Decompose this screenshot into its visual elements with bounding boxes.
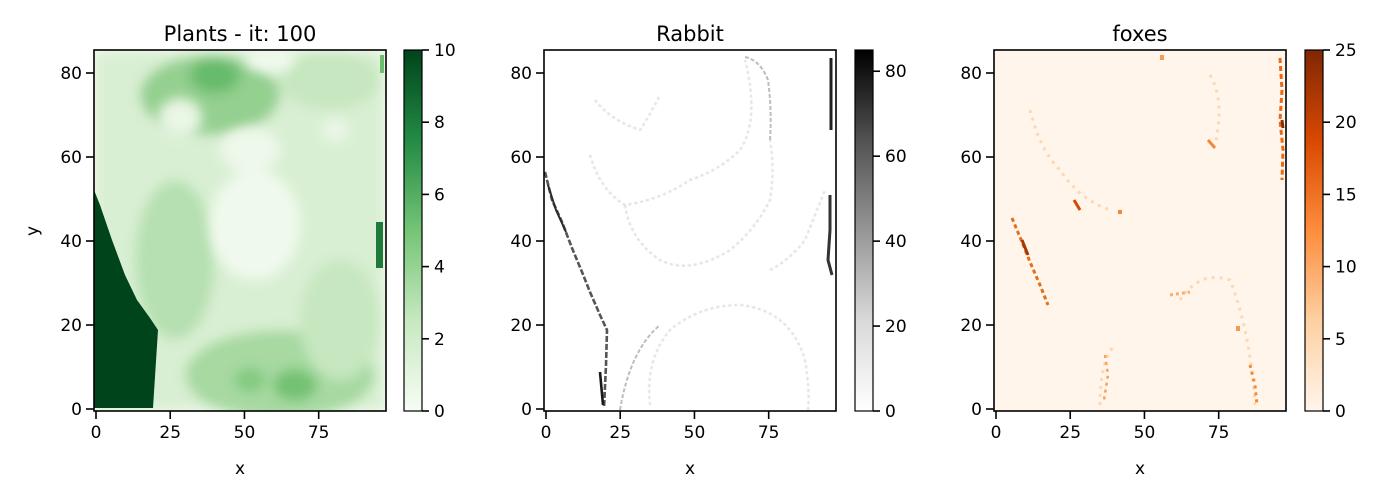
rabbit-y-tick-label: 60 xyxy=(510,148,532,168)
foxes-x-tick-label: 0 xyxy=(991,423,1002,443)
rabbit-title: Rabbit xyxy=(656,22,724,46)
plants-x-label: x xyxy=(235,459,245,479)
foxes-y-tick-label: 60 xyxy=(960,148,982,168)
plants-colorbar-tick-label: 6 xyxy=(434,185,445,205)
rabbit-x-tick-label: 25 xyxy=(609,423,631,443)
plants-colorbar-tick-label: 4 xyxy=(434,258,445,278)
foxes-x-axis: 0 25 50 75 xyxy=(991,411,1230,443)
plants-colorbar xyxy=(403,49,423,412)
rabbit-colorbar-tick-label: 0 xyxy=(885,402,896,422)
foxes-y-tick-label: 80 xyxy=(960,64,982,84)
rabbit-colorbar xyxy=(854,49,874,412)
plants-y-tick-label: 80 xyxy=(60,64,82,84)
foxes-x-tick-label: 25 xyxy=(1059,423,1081,443)
plants-x-axis: 0 25 50 75 xyxy=(91,411,330,443)
foxes-colorbar-tick-label: 25 xyxy=(1335,41,1357,61)
plants-colorbar-tick-label: 8 xyxy=(434,113,445,133)
rabbit-x-tick-label: 0 xyxy=(541,423,552,443)
rabbit-y-tick-label: 80 xyxy=(510,64,532,84)
foxes-colorbar-tick-label: 15 xyxy=(1335,185,1357,205)
rabbit-colorbar-tick-label: 20 xyxy=(885,317,907,337)
rabbit-x-tick-label: 50 xyxy=(684,423,706,443)
rabbit-y-axis: 0 20 40 60 80 xyxy=(510,64,544,420)
plants-x-tick-label: 0 xyxy=(91,423,102,443)
plants-y-label: y xyxy=(23,226,43,236)
plants-x-tick-label: 50 xyxy=(234,423,256,443)
plants-colorbar-tick-label: 10 xyxy=(434,41,456,61)
rabbit-colorbar-tick-label: 60 xyxy=(885,147,907,167)
plants-x-tick-label: 75 xyxy=(308,423,330,443)
rabbit-colorbar-tick-label: 80 xyxy=(885,62,907,82)
rabbit-y-tick-label: 20 xyxy=(510,316,532,336)
foxes-colorbar-tick-label: 5 xyxy=(1335,330,1346,350)
plants-heatmap xyxy=(94,50,386,411)
plants-frame xyxy=(93,49,387,412)
foxes-y-axis: 0 20 40 60 80 xyxy=(960,64,994,420)
foxes-colorbar-tick-label: 20 xyxy=(1335,113,1357,133)
foxes-y-tick-label: 20 xyxy=(960,316,982,336)
foxes-colorbar xyxy=(1304,49,1324,412)
plants-colorbar-tick-label: 2 xyxy=(434,330,445,350)
foxes-x-tick-label: 50 xyxy=(1134,423,1156,443)
foxes-x-tick-label: 75 xyxy=(1208,423,1230,443)
plants-y-tick-label: 20 xyxy=(60,316,82,336)
foxes-colorbar-ticks: 0 5 10 15 20 25 xyxy=(1323,41,1357,422)
foxes-y-tick-label: 40 xyxy=(960,232,982,252)
foxes-colorbar-tick-label: 0 xyxy=(1335,402,1346,422)
foxes-x-label: x xyxy=(1135,459,1145,479)
rabbit-heatmap xyxy=(544,50,836,411)
rabbit-colorbar-ticks: 0 20 40 60 80 xyxy=(873,62,907,422)
foxes-y-tick-label: 0 xyxy=(971,400,982,420)
rabbit-x-tick-label: 75 xyxy=(758,423,780,443)
plants-x-tick-label: 25 xyxy=(159,423,181,443)
plants-colorbar-ticks: 0 2 4 6 8 10 xyxy=(422,41,456,422)
plants-y-tick-label: 60 xyxy=(60,148,82,168)
plants-colorbar-tick-label: 0 xyxy=(434,402,445,422)
plants-y-axis: 0 20 40 60 80 xyxy=(60,64,94,420)
foxes-title: foxes xyxy=(1112,22,1167,46)
foxes-heatmap xyxy=(994,50,1286,411)
rabbit-y-tick-label: 40 xyxy=(510,232,532,252)
plants-y-tick-label: 0 xyxy=(71,400,82,420)
rabbit-colorbar-tick-label: 40 xyxy=(885,232,907,252)
plants-y-tick-label: 40 xyxy=(60,232,82,252)
rabbit-y-tick-label: 0 xyxy=(521,400,532,420)
rabbit-x-axis: 0 25 50 75 xyxy=(541,411,780,443)
plants-title: Plants - it: 100 xyxy=(164,22,317,46)
rabbit-x-label: x xyxy=(685,459,695,479)
rabbit-frame xyxy=(543,49,837,412)
foxes-colorbar-tick-label: 10 xyxy=(1335,258,1357,278)
plants-panel: Plants - it: 100 xyxy=(23,22,456,479)
foxes-frame xyxy=(993,49,1287,412)
